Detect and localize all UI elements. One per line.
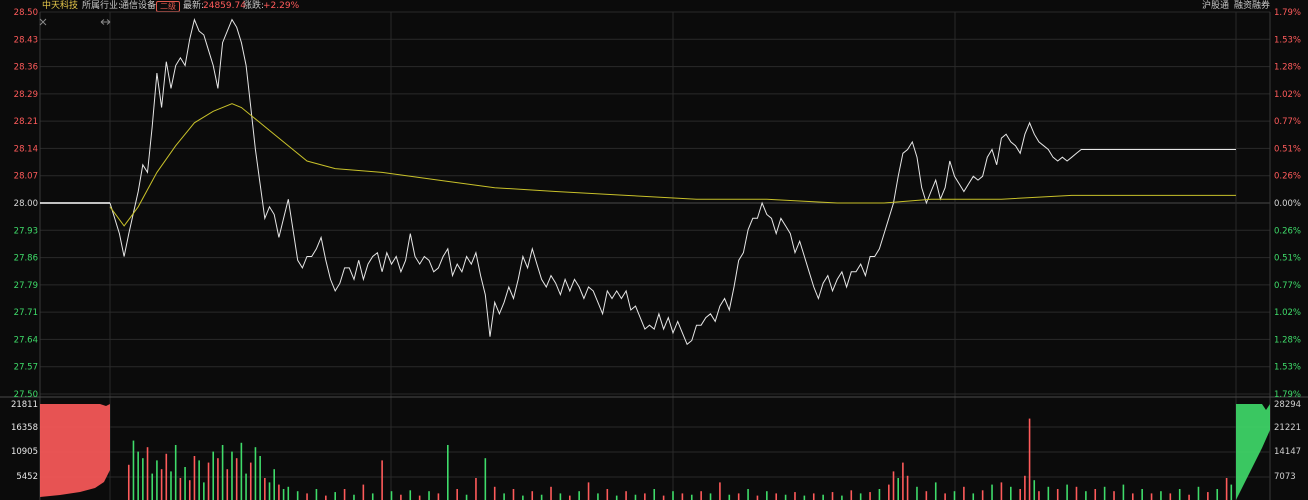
volume-tick-label-right: 14147 xyxy=(1274,447,1301,457)
price-tick-label: 27.71 xyxy=(14,308,38,318)
change-value: +2.29% xyxy=(263,1,300,11)
percent-tick-label: 1.02% xyxy=(1274,308,1301,318)
percent-tick-label: 0.77% xyxy=(1274,281,1301,291)
link-hk-connect[interactable]: 沪股通 xyxy=(1202,1,1230,11)
price-tick-label: 27.57 xyxy=(14,363,38,373)
index-value: 24859.74 xyxy=(203,1,246,11)
volume-axis-left: 21811 16358 10905 5452 xyxy=(11,400,38,482)
pre-market-volume-area xyxy=(40,404,110,500)
percent-tick-label: 0.26% xyxy=(1274,226,1301,236)
percent-tick-label: 0.51% xyxy=(1274,254,1301,264)
volume-tick-label-right: 28294 xyxy=(1274,400,1301,410)
percent-tick-label: 1.28% xyxy=(1274,63,1301,73)
volume-tick-label: 21811 xyxy=(11,400,38,410)
change-label: 涨跌: xyxy=(243,1,265,11)
volume-axis-right: 28294 21221 14147 7073 xyxy=(1274,400,1301,482)
price-tick-label: 28.07 xyxy=(14,172,38,182)
price-lines xyxy=(40,17,1236,346)
quote-header: 中天科技 所属行业: 通信设备 二级 最新: 24859.74 涨跌: +2.2… xyxy=(0,0,1308,12)
volume-bars xyxy=(40,404,1270,500)
stock-name[interactable]: 中天科技 xyxy=(42,1,79,11)
index-label: 最新: xyxy=(183,1,205,11)
volume-tick-label-right: 21221 xyxy=(1274,423,1301,433)
percent-tick-label: 0.00% xyxy=(1274,199,1301,209)
post-market-volume-area xyxy=(1236,404,1270,500)
average-price-line xyxy=(109,103,1236,227)
price-tick-label: 27.50 xyxy=(14,390,38,400)
price-line xyxy=(109,17,1236,346)
price-tick-label: 28.29 xyxy=(14,90,38,100)
volume-tick-label-right: 7073 xyxy=(1274,472,1296,482)
percent-tick-label: 0.77% xyxy=(1274,117,1301,127)
grid xyxy=(0,11,1308,500)
price-tick-label: 28.50 xyxy=(14,8,38,18)
industry-value[interactable]: 通信设备 xyxy=(120,1,157,11)
price-tick-label: 28.00 xyxy=(14,199,38,209)
percent-tick-label: 1.28% xyxy=(1274,335,1301,345)
percent-tick-label: 1.02% xyxy=(1274,90,1301,100)
industry-label: 所属行业: xyxy=(82,1,122,11)
price-tick-label: 28.14 xyxy=(14,144,38,154)
price-tick-label: 27.64 xyxy=(14,335,38,345)
price-axis-left: 28.50 28.43 28.36 28.29 28.21 28.14 28.07 28.00… xyxy=(14,8,38,400)
link-margin-trading[interactable]: 融资融券 xyxy=(1234,1,1271,11)
percent-tick-label: 1.79% xyxy=(1274,8,1301,18)
price-tick-label: 27.86 xyxy=(14,254,38,264)
close-icon[interactable] xyxy=(39,18,47,26)
percent-tick-label: 0.51% xyxy=(1274,144,1301,154)
price-tick-label: 28.21 xyxy=(14,117,38,127)
expand-horizontal-icon[interactable] xyxy=(100,19,111,25)
volume-tick-label: 16358 xyxy=(11,423,38,433)
percent-tick-label: 1.53% xyxy=(1274,35,1301,45)
volume-tick-label: 10905 xyxy=(11,447,38,457)
percent-tick-label: 0.26% xyxy=(1274,172,1301,182)
price-tick-label: 27.93 xyxy=(14,226,38,236)
percent-tick-label: 1.79% xyxy=(1274,390,1301,400)
price-tick-label: 27.79 xyxy=(14,281,38,291)
volume-tick-label: 5452 xyxy=(16,472,38,482)
percent-axis-right: 1.79% 1.53% 1.28% 1.02% 0.77% 0.51% 0.26% 0.00%… xyxy=(1274,8,1301,400)
price-tick-label: 28.43 xyxy=(14,35,38,45)
percent-tick-label: 1.53% xyxy=(1274,363,1301,373)
price-tick-label: 28.36 xyxy=(14,63,38,73)
